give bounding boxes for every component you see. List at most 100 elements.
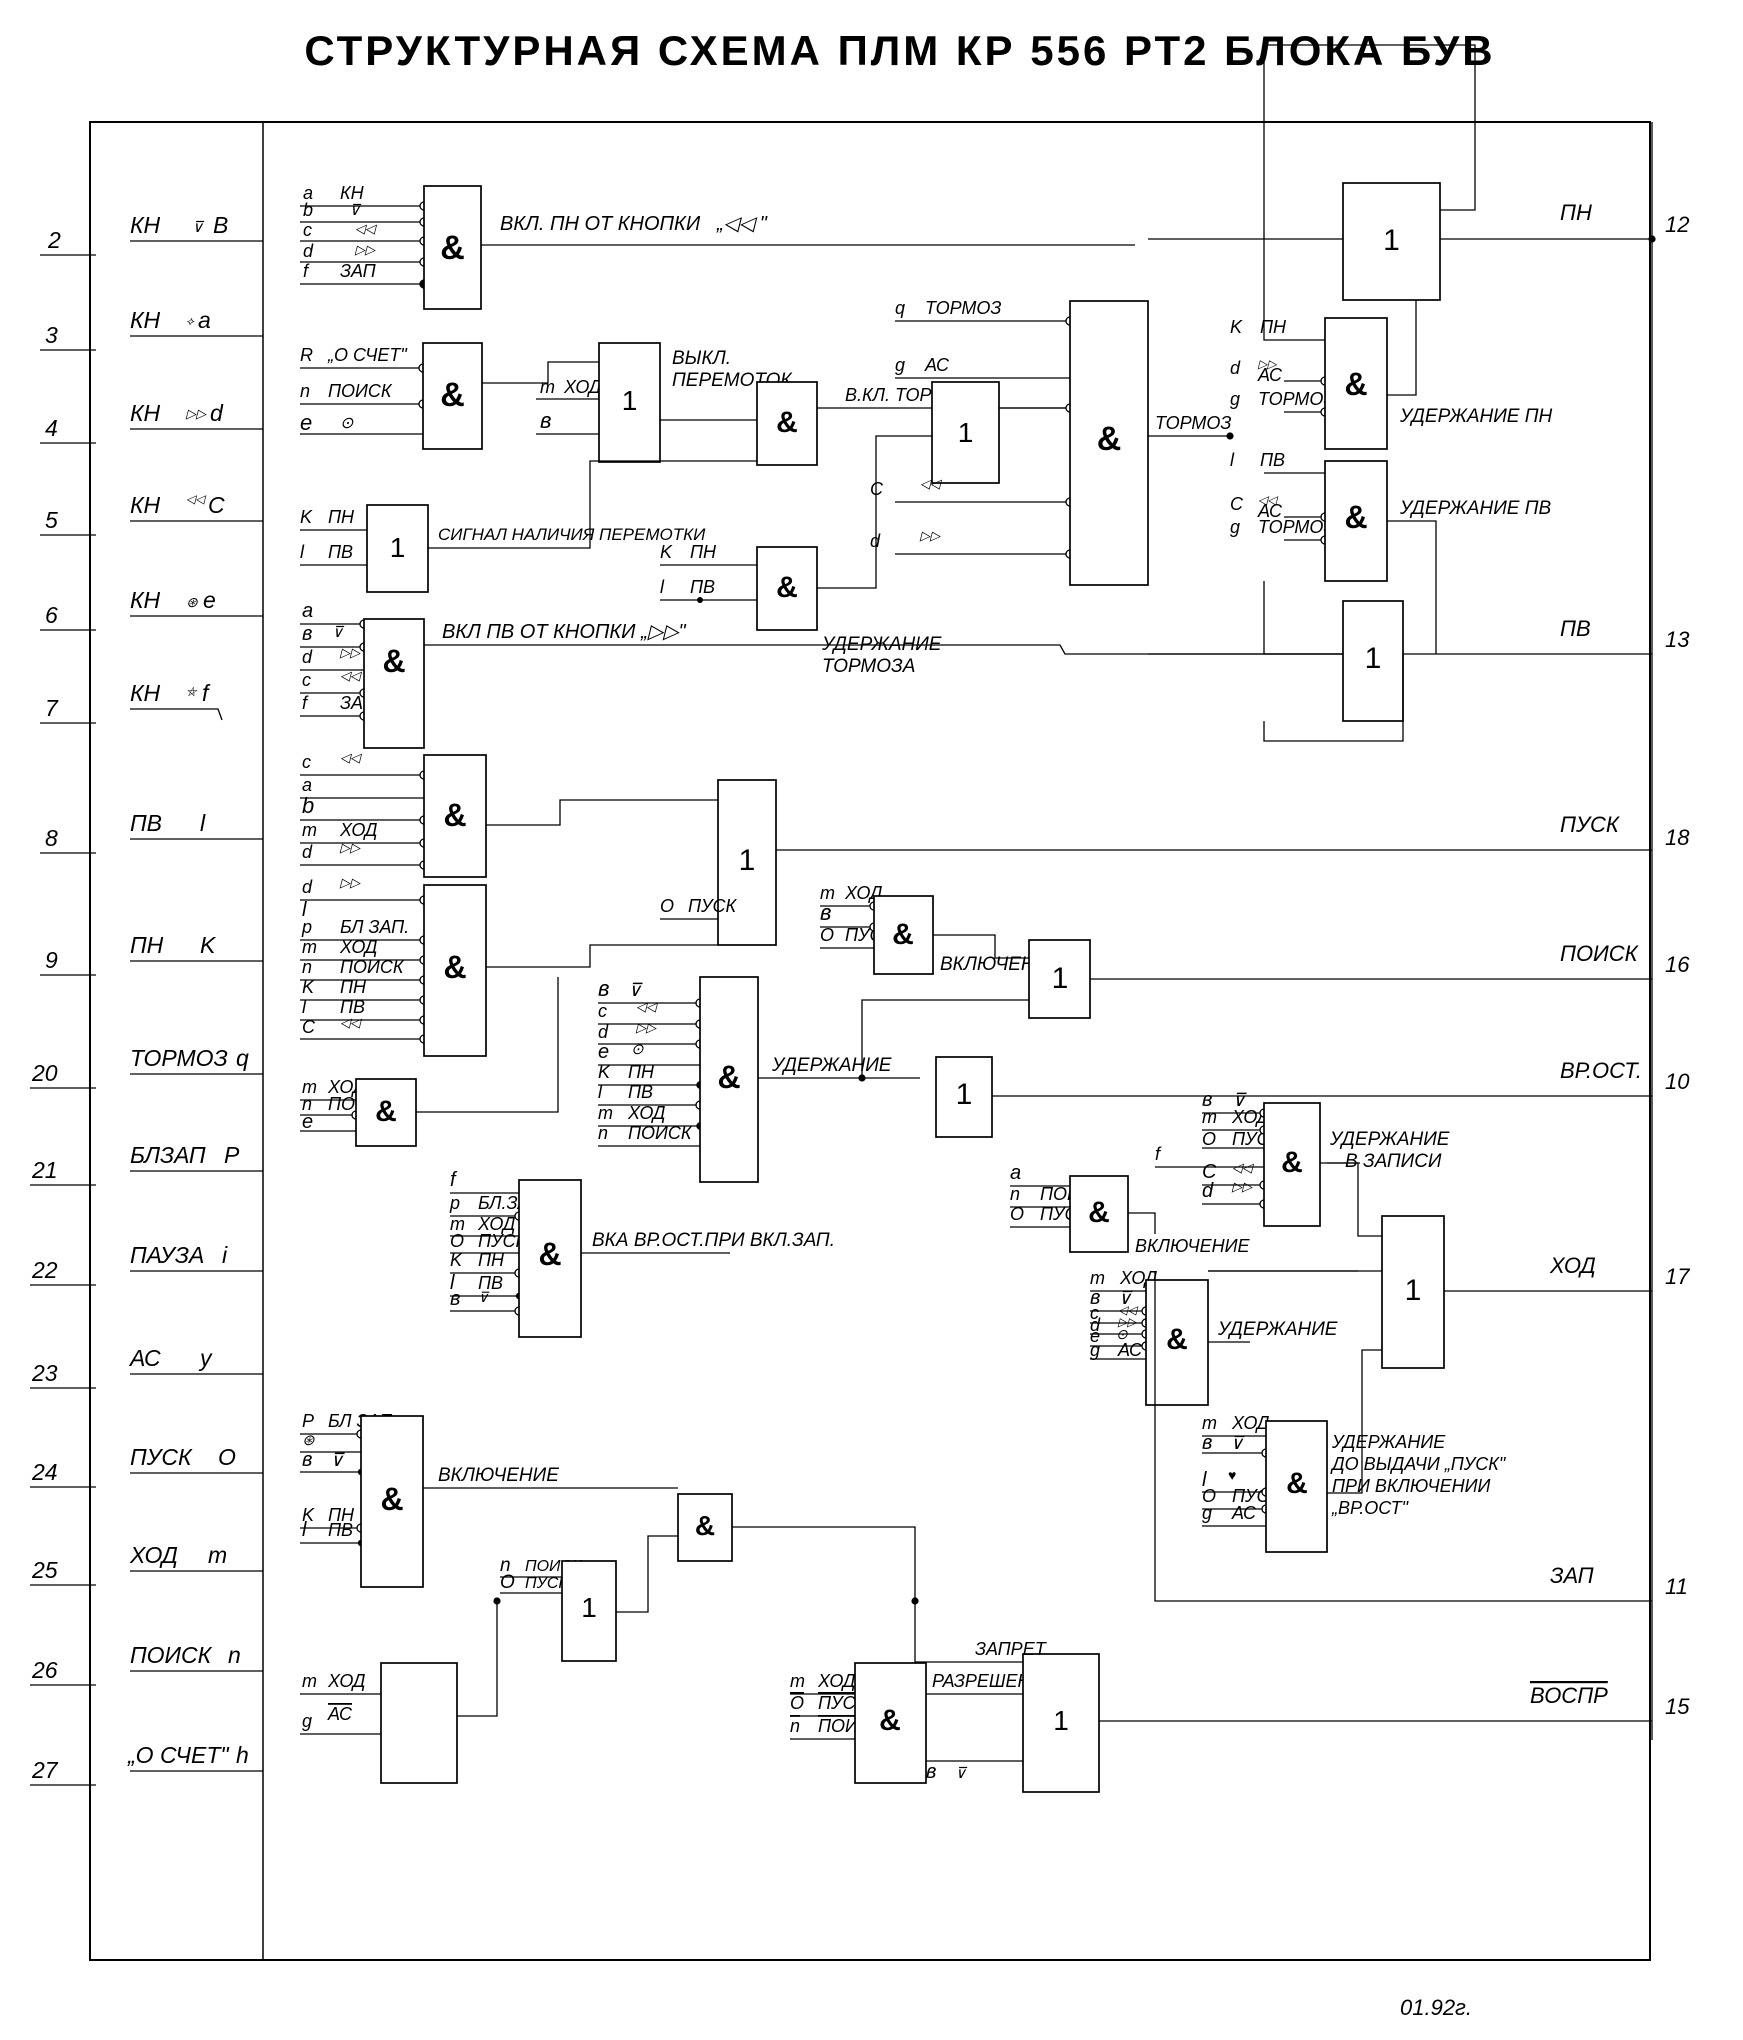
svg-text:ПВ: ПВ xyxy=(1260,450,1285,470)
svg-text:&: & xyxy=(1344,366,1367,402)
svg-text:e: e xyxy=(203,587,216,613)
svg-text:01.92г.: 01.92г. xyxy=(1400,1995,1472,2020)
svg-text:БЛЗАП: БЛЗАП xyxy=(130,1142,206,1168)
svg-text:▷▷: ▷▷ xyxy=(339,840,361,855)
svg-text:&: & xyxy=(695,1510,715,1541)
svg-text:1: 1 xyxy=(1052,962,1069,995)
svg-text:n: n xyxy=(228,1642,241,1668)
svg-text:K: K xyxy=(300,507,313,527)
svg-text:В ЗАПИСИ: В ЗАПИСИ xyxy=(1345,1151,1442,1172)
svg-text:g: g xyxy=(1230,389,1240,409)
svg-text:ХОД: ХОД xyxy=(1231,1413,1270,1433)
svg-text:1: 1 xyxy=(1365,642,1382,675)
svg-text:ВКЛ ПВ ОТ КНОПКИ „▷▷": ВКЛ ПВ ОТ КНОПКИ „▷▷" xyxy=(442,621,686,643)
svg-text:▷▷: ▷▷ xyxy=(1231,1179,1253,1194)
svg-text:ПОИСК: ПОИСК xyxy=(130,1642,213,1668)
svg-text:ВЫКЛ.: ВЫКЛ. xyxy=(672,348,731,369)
svg-text:в: в xyxy=(926,1761,936,1783)
svg-text:18: 18 xyxy=(1665,825,1690,850)
svg-text:O: O xyxy=(1202,1129,1216,1149)
svg-text:▷▷: ▷▷ xyxy=(354,242,376,257)
svg-text:26: 26 xyxy=(31,1657,58,1683)
svg-text:&: & xyxy=(380,1481,403,1517)
svg-text:P: P xyxy=(224,1142,240,1168)
svg-text:m: m xyxy=(302,1671,317,1691)
svg-text:23: 23 xyxy=(31,1360,58,1386)
svg-text:2: 2 xyxy=(47,227,61,253)
svg-text:АС: АС xyxy=(1117,1340,1143,1360)
svg-text:АС: АС xyxy=(1257,365,1283,385)
svg-text:КН: КН xyxy=(130,680,161,706)
svg-text:ПН: ПН xyxy=(328,507,355,527)
svg-text:C: C xyxy=(870,479,884,499)
svg-text:&: & xyxy=(382,643,405,679)
svg-text:♥: ♥ xyxy=(1228,1467,1236,1483)
svg-text:ПН: ПН xyxy=(478,1250,505,1270)
svg-text:e: e xyxy=(302,1111,313,1133)
svg-text:ЗАП: ЗАП xyxy=(340,261,377,281)
svg-text:i: i xyxy=(222,1242,228,1268)
svg-text:d: d xyxy=(1230,358,1241,378)
svg-text:9: 9 xyxy=(45,947,58,973)
svg-text:b: b xyxy=(303,200,313,220)
svg-text:n: n xyxy=(1010,1184,1020,1204)
svg-text:d: d xyxy=(210,400,224,426)
svg-text:ПВ: ПВ xyxy=(340,997,365,1017)
svg-text:⊙: ⊙ xyxy=(340,415,354,432)
svg-text:g: g xyxy=(1230,517,1240,537)
svg-text:&: & xyxy=(375,1095,397,1128)
svg-text:K: K xyxy=(598,1062,611,1082)
svg-text:C: C xyxy=(208,492,225,518)
svg-text:ПОИСК: ПОИСК xyxy=(340,957,405,977)
svg-text:ПН: ПН xyxy=(1260,317,1287,337)
svg-text:n: n xyxy=(300,381,310,401)
svg-text:ПУСК: ПУСК xyxy=(688,896,738,916)
svg-text:g: g xyxy=(302,1711,312,1731)
svg-text:ТОРМОЗ: ТОРМОЗ xyxy=(925,298,1001,318)
svg-text:⛤: ⛤ xyxy=(186,684,198,699)
svg-text:▷▷: ▷▷ xyxy=(919,528,941,543)
svg-text:&: & xyxy=(1097,420,1122,458)
svg-text:◁◁: ◁◁ xyxy=(340,750,363,765)
svg-text:⊽: ⊽ xyxy=(330,1450,345,1470)
svg-text:ПОИСК: ПОИСК xyxy=(328,381,393,401)
svg-text:ВКЛ. ПН ОТ КНОПКИ „◁◁ ": ВКЛ. ПН ОТ КНОПКИ „◁◁ " xyxy=(500,213,768,235)
svg-text:m: m xyxy=(1202,1413,1217,1433)
svg-text:a: a xyxy=(302,600,313,622)
svg-text:⊽: ⊽ xyxy=(478,1289,490,1305)
svg-text:ПН: ПН xyxy=(130,932,164,958)
svg-text:ПВ: ПВ xyxy=(130,810,162,836)
svg-text:в: в xyxy=(820,900,831,925)
svg-text:&: & xyxy=(892,918,914,951)
svg-text:24: 24 xyxy=(31,1459,58,1485)
svg-text:в: в xyxy=(540,408,551,433)
svg-text:ПАУЗА: ПАУЗА xyxy=(130,1242,204,1268)
svg-text:d: d xyxy=(302,877,313,897)
svg-text:1: 1 xyxy=(622,385,638,416)
svg-text:P: P xyxy=(302,1411,314,1431)
svg-text:d: d xyxy=(302,842,313,862)
svg-text:в: в xyxy=(450,1288,460,1310)
svg-text:&: & xyxy=(776,406,798,439)
svg-text:m: m xyxy=(1090,1268,1105,1288)
svg-text:d: d xyxy=(1202,1180,1214,1202)
svg-text:O: O xyxy=(660,896,674,916)
svg-text:⊛: ⊛ xyxy=(302,1432,315,1449)
svg-text:◁◁: ◁◁ xyxy=(340,668,363,683)
svg-text:⊛: ⊛ xyxy=(186,594,198,610)
svg-text:c: c xyxy=(598,1001,607,1021)
svg-text:&: & xyxy=(879,1704,901,1737)
svg-text:▷▷: ▷▷ xyxy=(185,406,207,421)
svg-text:25: 25 xyxy=(31,1557,58,1583)
svg-text:◁◁: ◁◁ xyxy=(355,221,378,236)
svg-text:в: в xyxy=(598,976,609,1001)
svg-text:◁◁: ◁◁ xyxy=(920,476,943,491)
svg-text:17: 17 xyxy=(1665,1264,1690,1289)
svg-text:c: c xyxy=(302,752,311,772)
svg-text:КН: КН xyxy=(130,307,161,333)
svg-text:1: 1 xyxy=(958,417,974,448)
svg-text:ВКЛЮЧЕНИЕ: ВКЛЮЧЕНИЕ xyxy=(1135,1236,1251,1256)
svg-text:КН: КН xyxy=(130,492,161,518)
svg-text:ТОРМОЗА: ТОРМОЗА xyxy=(822,656,915,677)
svg-text:g: g xyxy=(895,355,905,375)
